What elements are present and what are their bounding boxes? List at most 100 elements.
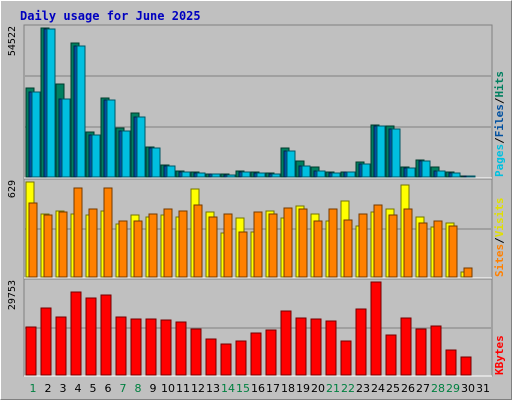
x-tick-label-day-29: 29 [446,382,460,395]
bar-kbytes-kbytes-day-29 [445,349,457,376]
series-label-part: / [493,237,506,244]
bar-kbytes-kbytes-day-20 [310,318,322,376]
bar-visits-sites-day-9 [148,213,158,278]
x-tick-label-day-15: 15 [236,382,250,395]
bar-visits-sites-day-26 [403,208,413,278]
bar-visits-sites-day-11 [178,210,188,278]
bar-kbytes-kbytes-day-7 [115,316,127,376]
series-label-visits: Sites/Visits [493,198,506,278]
bar-hits-pages-day-7 [121,130,131,178]
bar-hits-pages-day-25 [391,128,401,178]
y-max-label-hits: 54522 [7,26,18,56]
bar-hits-pages-day-8 [136,116,146,178]
x-tick-label-day-11: 11 [176,382,190,395]
bar-visits-sites-day-21 [328,208,338,278]
bar-visits-sites-day-25 [388,214,398,278]
series-label-part: Hits [493,71,506,98]
x-tick-label-day-18: 18 [281,382,295,395]
series-label-part: Sites [493,244,506,277]
bar-visits-sites-day-18 [283,207,293,278]
bar-visits-sites-day-2 [43,214,53,278]
bar-hits-pages-day-20 [316,170,326,178]
bar-kbytes-kbytes-day-6 [100,294,112,376]
x-tick-label-day-23: 23 [356,382,370,395]
bar-kbytes-kbytes-day-30 [460,356,472,376]
x-tick-label-day-9: 9 [150,382,157,395]
bar-kbytes-kbytes-day-17 [265,329,277,376]
x-tick-label-day-19: 19 [296,382,310,395]
series-label-kbytes: KBytes [493,335,506,375]
bar-hits-pages-day-9 [151,147,161,178]
bar-hits-pages-day-17 [271,173,281,178]
bar-hits-pages-day-3 [61,98,71,178]
x-tick-label-day-24: 24 [371,382,385,395]
x-tick-label-day-2: 2 [45,382,52,395]
series-label-part: / [493,137,506,144]
bar-hits-pages-day-24 [376,125,386,178]
bar-hits-pages-day-30 [466,175,476,178]
bar-visits-sites-day-24 [373,204,383,278]
x-tick-label-day-6: 6 [105,382,112,395]
bar-kbytes-kbytes-day-10 [160,319,172,376]
bar-hits-pages-day-12 [196,172,206,178]
x-tick-label-day-20: 20 [311,382,325,395]
bar-kbytes-kbytes-day-5 [85,297,97,376]
bar-visits-sites-day-20 [313,220,323,278]
bar-visits-sites-day-23 [358,213,368,278]
y-max-label-kbytes: 29753 [7,280,18,310]
chart-title: Daily usage for June 2025 [20,9,201,23]
bar-hits-pages-day-1 [31,91,41,178]
bar-visits-sites-day-15 [238,231,248,278]
bar-visits-sites-day-16 [253,211,263,278]
x-tick-label-day-28: 28 [431,382,445,395]
x-tick-label-day-14: 14 [221,382,235,395]
bar-hits-pages-day-29 [451,172,461,178]
bar-visits-sites-day-8 [133,220,143,278]
bar-kbytes-kbytes-day-12 [190,328,202,376]
bar-visits-sites-day-22 [343,219,353,278]
series-label-part: Files [493,104,506,137]
bar-kbytes-kbytes-day-18 [280,310,292,376]
x-tick-label-day-10: 10 [161,382,175,395]
bar-kbytes-kbytes-day-23 [355,308,367,376]
x-tick-label-day-30: 30 [461,382,475,395]
bar-kbytes-kbytes-day-21 [325,320,337,376]
bar-kbytes-kbytes-day-2 [40,307,52,376]
x-tick-label-day-21: 21 [326,382,340,395]
bar-hits-pages-day-5 [91,134,101,178]
bar-visits-sites-day-6 [103,187,113,278]
bar-visits-sites-day-27 [418,222,428,278]
bar-kbytes-kbytes-day-3 [55,316,67,376]
bar-kbytes-kbytes-day-27 [415,328,427,376]
x-tick-label-day-4: 4 [75,382,82,395]
x-tick-label-day-12: 12 [191,382,205,395]
x-tick-label-day-17: 17 [266,382,280,395]
bar-hits-pages-day-27 [421,160,431,178]
bar-kbytes-kbytes-day-11 [175,321,187,376]
bar-visits-sites-day-7 [118,220,128,278]
bar-hits-pages-day-16 [256,172,266,178]
bar-visits-sites-day-19 [298,208,308,278]
bar-kbytes-kbytes-day-25 [385,334,397,376]
bar-visits-sites-day-30 [463,267,473,278]
bar-visits-sites-day-3 [58,211,68,278]
bar-visits-sites-day-29 [448,225,458,278]
bar-kbytes-kbytes-day-16 [250,332,262,376]
bar-hits-pages-day-10 [166,165,176,178]
bar-hits-pages-day-15 [241,171,251,178]
y-max-label-visits: 629 [7,180,18,198]
x-tick-label-day-13: 13 [206,382,220,395]
series-label-part: KBytes [493,335,506,375]
x-tick-label-day-27: 27 [416,382,430,395]
x-tick-label-day-25: 25 [386,382,400,395]
bar-hits-pages-day-11 [181,171,191,178]
bar-hits-pages-day-19 [301,165,311,178]
bar-kbytes-kbytes-day-22 [340,340,352,376]
bar-visits-sites-day-4 [73,187,83,278]
bar-hits-pages-day-23 [361,163,371,178]
x-tick-label-day-22: 22 [341,382,355,395]
bar-hits-pages-day-4 [76,45,86,178]
x-tick-label-day-3: 3 [60,382,67,395]
x-tick-label-day-5: 5 [90,382,97,395]
